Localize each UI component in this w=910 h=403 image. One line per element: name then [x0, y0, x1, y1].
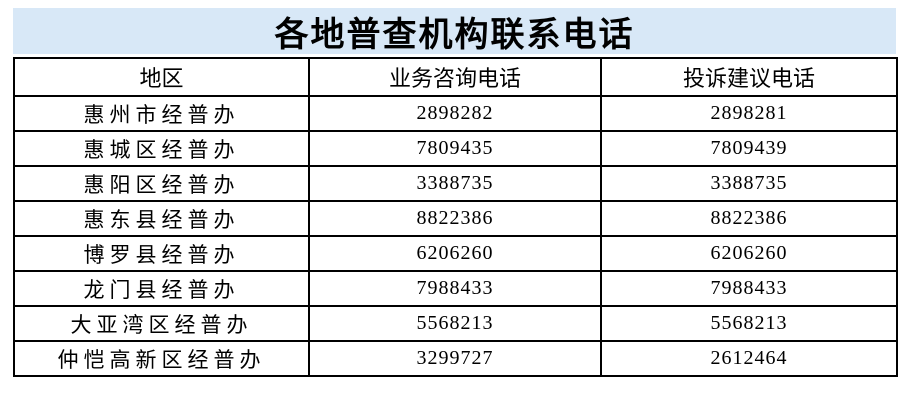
complaint-phone: 2898281: [600, 95, 898, 132]
table-row: 惠阳区经普办 3388735 3388735: [13, 165, 898, 202]
table-row: 惠州市经普办 2898282 2898281: [13, 95, 898, 132]
table-row: 大亚湾区经普办 5568213 5568213: [13, 305, 898, 342]
business-phone: 8822386: [308, 200, 602, 237]
table-row: 仲恺高新区经普办 3299727 2612464: [13, 340, 898, 377]
complaint-phone: 7809439: [600, 130, 898, 167]
column-header-business-phone: 业务咨询电话: [308, 57, 602, 97]
table-row: 博罗县经普办 6206260 6206260: [13, 235, 898, 272]
complaint-phone: 6206260: [600, 235, 898, 272]
region-name: 惠城区经普办: [13, 130, 310, 167]
table-row: 惠城区经普办 7809435 7809439: [13, 130, 898, 167]
business-phone: 3299727: [308, 340, 602, 377]
region-name: 惠阳区经普办: [13, 165, 310, 202]
table-row: 龙门县经普办 7988433 7988433: [13, 270, 898, 307]
header-row: 地区 业务咨询电话 投诉建议电话: [13, 57, 898, 97]
table-row: 惠东县经普办 8822386 8822386: [13, 200, 898, 237]
business-phone: 2898282: [308, 95, 602, 132]
region-name: 惠州市经普办: [13, 95, 310, 132]
table-header: 地区 业务咨询电话 投诉建议电话: [13, 57, 898, 97]
table-body: 惠州市经普办 2898282 2898281 惠城区经普办 7809435 78…: [13, 95, 898, 377]
business-phone: 5568213: [308, 305, 602, 342]
business-phone: 6206260: [308, 235, 602, 272]
column-header-region: 地区: [13, 57, 310, 97]
region-name: 大亚湾区经普办: [13, 305, 310, 342]
complaint-phone: 7988433: [600, 270, 898, 307]
region-name: 博罗县经普办: [13, 235, 310, 272]
region-name: 仲恺高新区经普办: [13, 340, 310, 377]
page-title: 各地普查机构联系电话: [13, 8, 896, 54]
column-header-complaint-phone: 投诉建议电话: [600, 57, 898, 97]
complaint-phone: 8822386: [600, 200, 898, 237]
contact-table: 地区 业务咨询电话 投诉建议电话 惠州市经普办 2898282 2898281 …: [13, 57, 898, 377]
complaint-phone: 2612464: [600, 340, 898, 377]
business-phone: 7809435: [308, 130, 602, 167]
business-phone: 7988433: [308, 270, 602, 307]
region-name: 龙门县经普办: [13, 270, 310, 307]
complaint-phone: 5568213: [600, 305, 898, 342]
region-name: 惠东县经普办: [13, 200, 310, 237]
business-phone: 3388735: [308, 165, 602, 202]
complaint-phone: 3388735: [600, 165, 898, 202]
